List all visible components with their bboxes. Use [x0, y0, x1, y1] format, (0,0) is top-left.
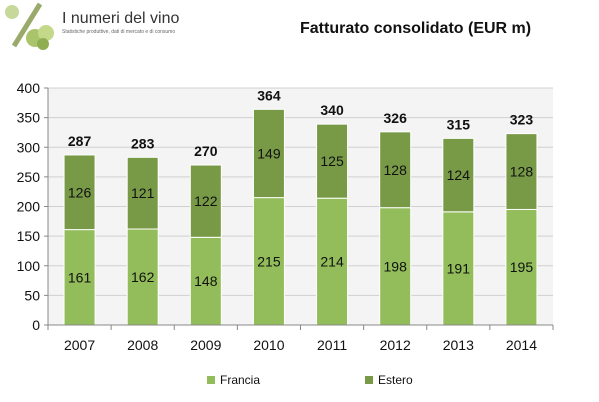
legend-label-estero: Estero — [378, 373, 413, 387]
data-label: 149 — [257, 145, 281, 161]
x-tick-label: 2008 — [127, 337, 158, 353]
data-label: 195 — [510, 259, 534, 275]
total-label: 287 — [68, 133, 92, 149]
bar-francia — [126, 228, 159, 326]
x-tick-label: 2011 — [317, 337, 347, 353]
data-label: 126 — [68, 184, 92, 200]
legend-swatch-estero — [365, 376, 373, 384]
y-tick-label: 100 — [17, 258, 41, 274]
y-tick-label: 250 — [17, 169, 41, 185]
y-tick-label: 400 — [17, 80, 41, 96]
x-tick-label: 2007 — [64, 337, 95, 353]
data-label: 161 — [68, 269, 92, 285]
data-label: 124 — [447, 167, 471, 183]
legend-label-francia: Francia — [220, 373, 260, 387]
total-label: 315 — [447, 116, 471, 132]
bar-estero — [316, 123, 349, 199]
total-label: 323 — [510, 112, 534, 128]
y-tick-label: 200 — [17, 199, 41, 215]
y-tick-label: 50 — [24, 287, 40, 303]
x-tick-label: 2009 — [190, 337, 221, 353]
bar-francia — [442, 211, 475, 326]
bar-estero — [379, 131, 412, 209]
data-label: 215 — [257, 253, 281, 269]
x-tick-label: 2014 — [506, 337, 537, 353]
bar-francia — [316, 197, 349, 326]
bar-francia — [505, 208, 538, 326]
data-label: 148 — [194, 273, 218, 289]
data-label: 121 — [131, 185, 155, 201]
data-label: 198 — [384, 258, 408, 274]
bar-francia — [379, 207, 412, 326]
brand-logo: I numeri del vino Statistiche produttive… — [0, 0, 210, 52]
legend-swatch-francia — [207, 376, 215, 384]
total-label: 326 — [384, 110, 408, 126]
bar-estero — [252, 108, 285, 199]
brand-tagline: Statistiche produttive, dati di mercato … — [62, 29, 176, 35]
data-label: 214 — [320, 254, 344, 270]
bar-estero — [63, 154, 96, 231]
data-label: 128 — [384, 162, 408, 178]
bar-estero — [126, 156, 159, 230]
bar-francia — [189, 236, 222, 326]
y-tick-label: 300 — [17, 139, 41, 155]
data-label: 162 — [131, 269, 155, 285]
bar-estero — [442, 137, 475, 213]
x-tick-label: 2012 — [380, 337, 411, 353]
y-tick-label: 150 — [17, 228, 41, 244]
bar-estero — [505, 133, 538, 210]
data-label: 128 — [510, 164, 534, 180]
y-tick-label: 0 — [32, 317, 40, 333]
total-label: 364 — [257, 87, 281, 103]
y-tick-label: 350 — [17, 110, 41, 126]
total-label: 340 — [320, 102, 344, 118]
bar-estero — [189, 164, 222, 238]
data-label: 122 — [194, 193, 218, 209]
grape-logo-icon — [5, 2, 54, 50]
data-label: 191 — [447, 260, 471, 276]
total-label: 270 — [194, 143, 218, 159]
x-tick-label: 2013 — [443, 337, 474, 353]
total-label: 283 — [131, 135, 155, 151]
chart-title: Fatturato consolidato (EUR m) — [300, 20, 532, 37]
brand-name: I numeri del vino — [62, 10, 180, 27]
data-label: 125 — [320, 153, 344, 169]
x-tick-label: 2010 — [253, 337, 284, 353]
